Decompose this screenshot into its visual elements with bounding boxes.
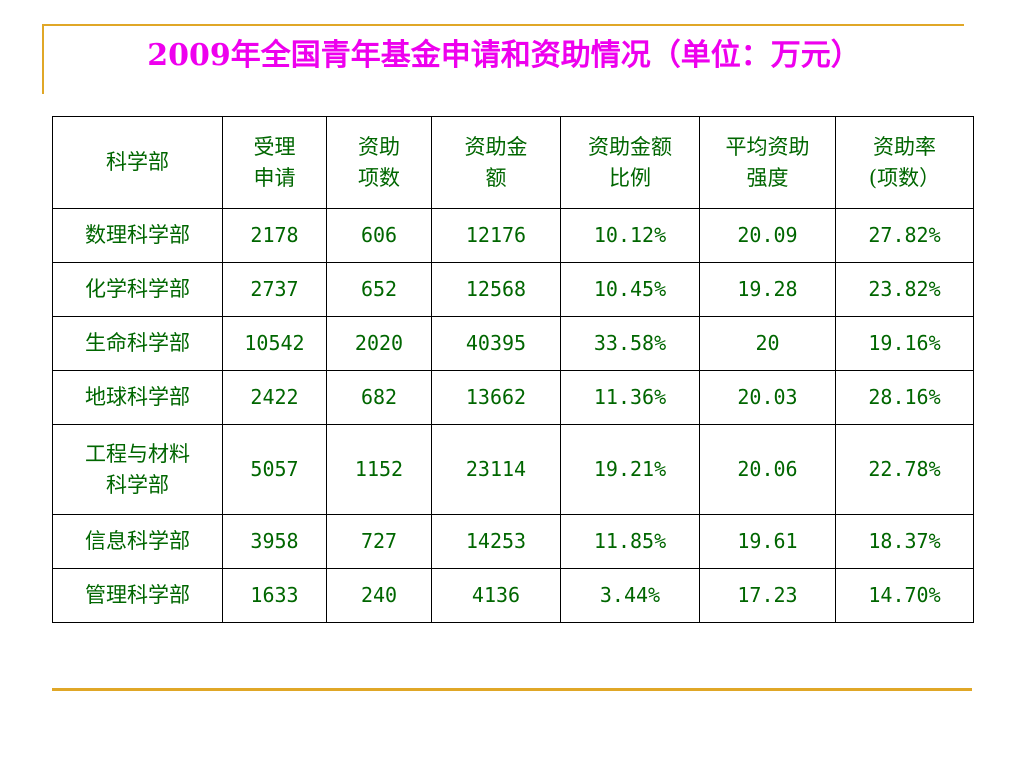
cell-average-intensity: 17.23 [699,568,836,623]
cell-average-intensity: 20.09 [699,208,836,263]
cell-department: 管理科学部 [52,568,223,623]
cell-department: 数理科学部 [52,208,223,263]
cell-funding-share: 19.21% [560,424,700,515]
cell-funding-amount: 40395 [431,316,561,371]
table-row: 生命科学部 10542 2020 40395 33.58% 20 19.16% [52,316,974,371]
header-average-intensity: 平均资助 强度 [699,116,836,209]
cell-funding-amount: 12568 [431,262,561,317]
cell-department: 化学科学部 [52,262,223,317]
cell-funding-share: 3.44% [560,568,700,623]
left-accent-line [42,24,44,94]
cell-funding-amount: 14253 [431,514,561,569]
cell-average-intensity: 19.28 [699,262,836,317]
cell-funding-rate: 22.78% [835,424,974,515]
cell-funding-amount: 13662 [431,370,561,425]
cell-funding-share: 11.36% [560,370,700,425]
header-applications: 受理 申请 [222,116,327,209]
table-row: 地球科学部 2422 682 13662 11.36% 20.03 28.16% [52,370,974,425]
top-accent-line [44,24,964,26]
cell-funded-projects: 240 [326,568,432,623]
cell-applications: 2178 [222,208,327,263]
header-funding-rate: 资助率 (项数） [835,116,974,209]
cell-applications: 3958 [222,514,327,569]
cell-average-intensity: 20.06 [699,424,836,515]
table-row: 数理科学部 2178 606 12176 10.12% 20.09 27.82% [52,208,974,263]
cell-applications: 2422 [222,370,327,425]
cell-funding-rate: 18.37% [835,514,974,569]
cell-funding-share: 10.12% [560,208,700,263]
cell-funding-rate: 14.70% [835,568,974,623]
cell-funding-rate: 19.16% [835,316,974,371]
table-row: 管理科学部 1633 240 4136 3.44% 17.23 14.70% [52,568,974,623]
cell-funded-projects: 2020 [326,316,432,371]
cell-funding-share: 33.58% [560,316,700,371]
cell-applications: 2737 [222,262,327,317]
cell-applications: 1633 [222,568,327,623]
cell-funding-amount: 4136 [431,568,561,623]
table-row: 工程与材料 科学部 5057 1152 23114 19.21% 20.06 2… [52,424,974,515]
cell-average-intensity: 20 [699,316,836,371]
header-funding-amount: 资助金 额 [431,116,561,209]
table-row: 化学科学部 2737 652 12568 10.45% 19.28 23.82% [52,262,974,317]
table-header-row: 科学部 受理 申请 资助 项数 资助金 额 资助金额 比例 平均资助 强度 资助… [52,116,974,209]
cell-funding-share: 11.85% [560,514,700,569]
cell-department: 信息科学部 [52,514,223,569]
cell-department: 工程与材料 科学部 [52,424,223,515]
cell-funding-amount: 23114 [431,424,561,515]
header-department: 科学部 [52,116,223,209]
cell-funding-share: 10.45% [560,262,700,317]
cell-funded-projects: 727 [326,514,432,569]
cell-funding-rate: 27.82% [835,208,974,263]
slide-title: 2009年全国青年基金申请和资助情况（单位：万元） [147,38,861,73]
table-row: 信息科学部 3958 727 14253 11.85% 19.61 18.37% [52,514,974,569]
cell-department: 地球科学部 [52,370,223,425]
cell-applications: 10542 [222,316,327,371]
funding-table: 科学部 受理 申请 资助 项数 资助金 额 资助金额 比例 平均资助 强度 资助… [52,116,974,623]
header-funding-share: 资助金额 比例 [560,116,700,209]
cell-average-intensity: 20.03 [699,370,836,425]
cell-funded-projects: 1152 [326,424,432,515]
cell-funding-amount: 12176 [431,208,561,263]
cell-funded-projects: 606 [326,208,432,263]
cell-funded-projects: 652 [326,262,432,317]
cell-funding-rate: 28.16% [835,370,974,425]
header-funded-projects: 资助 项数 [326,116,432,209]
cell-average-intensity: 19.61 [699,514,836,569]
cell-department: 生命科学部 [52,316,223,371]
cell-funded-projects: 682 [326,370,432,425]
cell-applications: 5057 [222,424,327,515]
cell-funding-rate: 23.82% [835,262,974,317]
bottom-accent-line [52,688,972,691]
